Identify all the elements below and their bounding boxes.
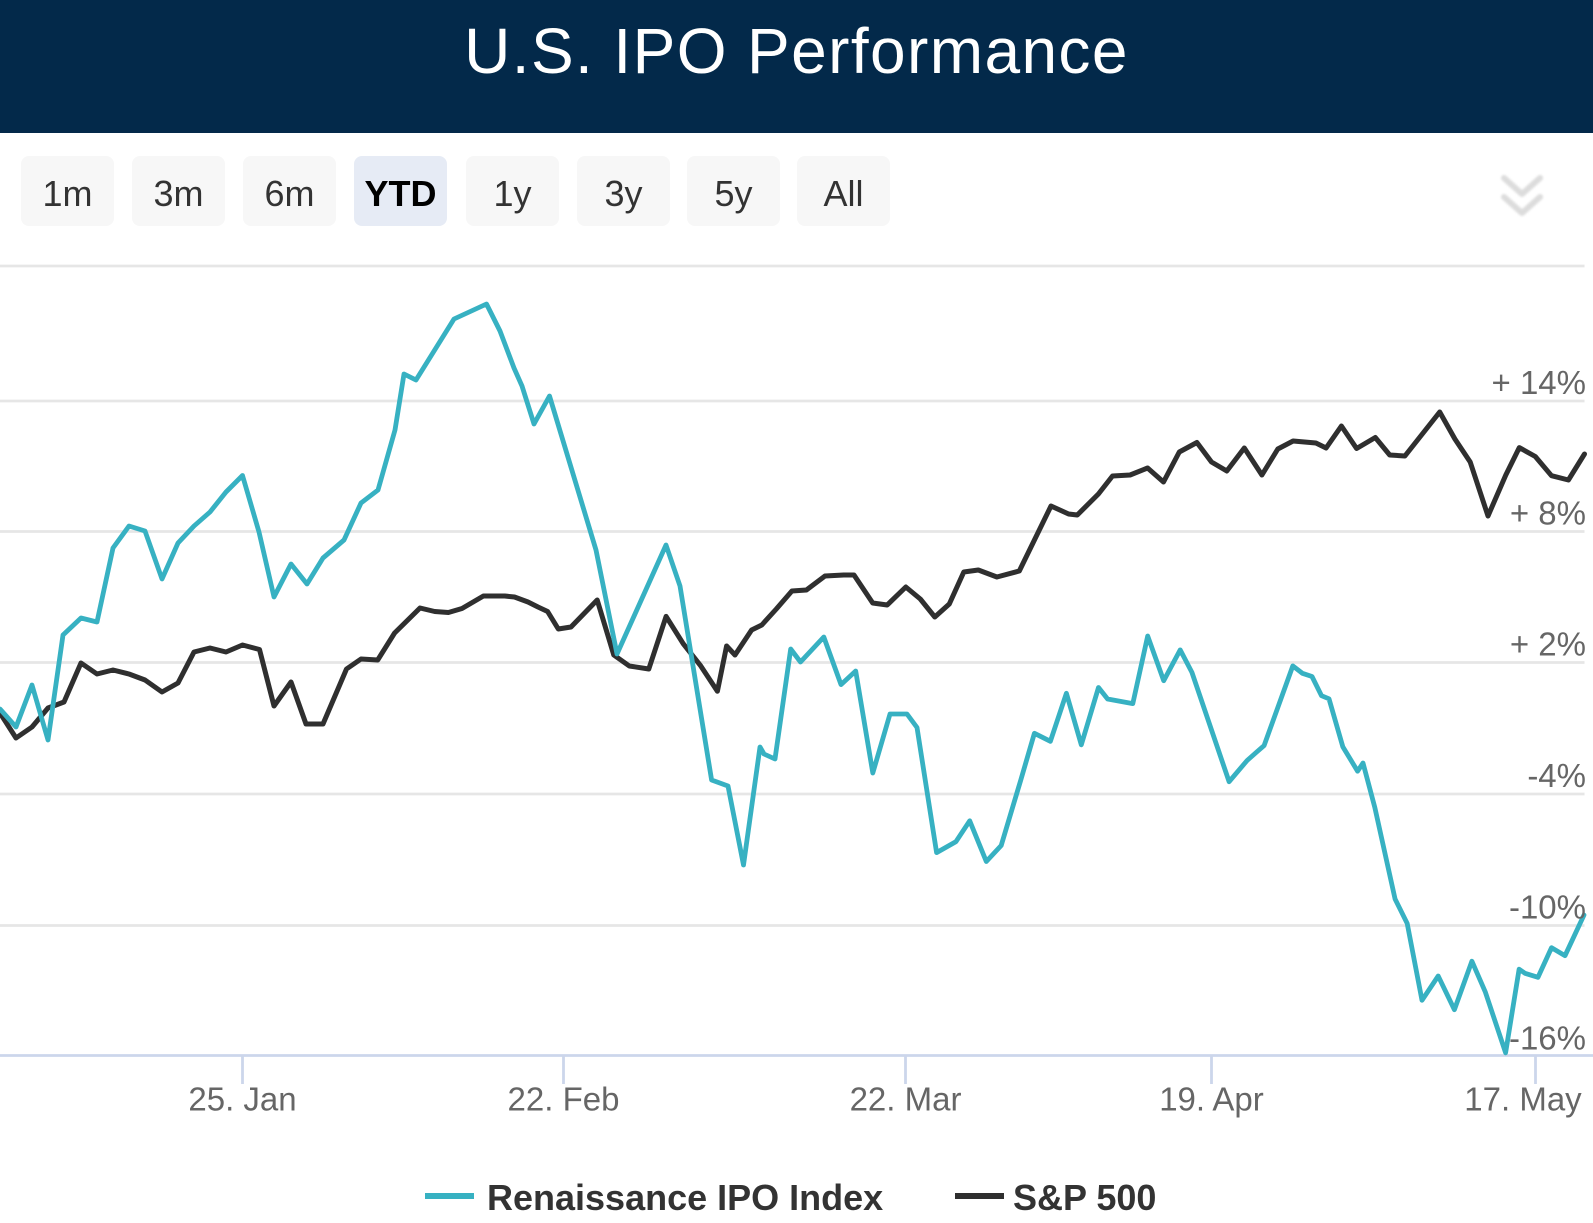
svg-text:-10%: -10% bbox=[1509, 889, 1586, 926]
svg-text:22. Mar: 22. Mar bbox=[850, 1081, 962, 1118]
svg-text:17. May: 17. May bbox=[1464, 1081, 1582, 1118]
svg-text:-4%: -4% bbox=[1527, 757, 1586, 794]
svg-text:25. Jan: 25. Jan bbox=[188, 1081, 296, 1118]
svg-text:-16%: -16% bbox=[1509, 1020, 1586, 1057]
svg-text:+ 2%: + 2% bbox=[1510, 626, 1586, 663]
svg-text:19. Apr: 19. Apr bbox=[1159, 1081, 1264, 1118]
svg-text:+ 14%: + 14% bbox=[1492, 364, 1587, 401]
svg-text:22. Feb: 22. Feb bbox=[508, 1081, 620, 1118]
svg-text:Renaissance IPO Index: Renaissance IPO Index bbox=[487, 1177, 883, 1218]
svg-text:+ 8%: + 8% bbox=[1510, 495, 1586, 532]
svg-text:S&P 500: S&P 500 bbox=[1013, 1177, 1156, 1218]
